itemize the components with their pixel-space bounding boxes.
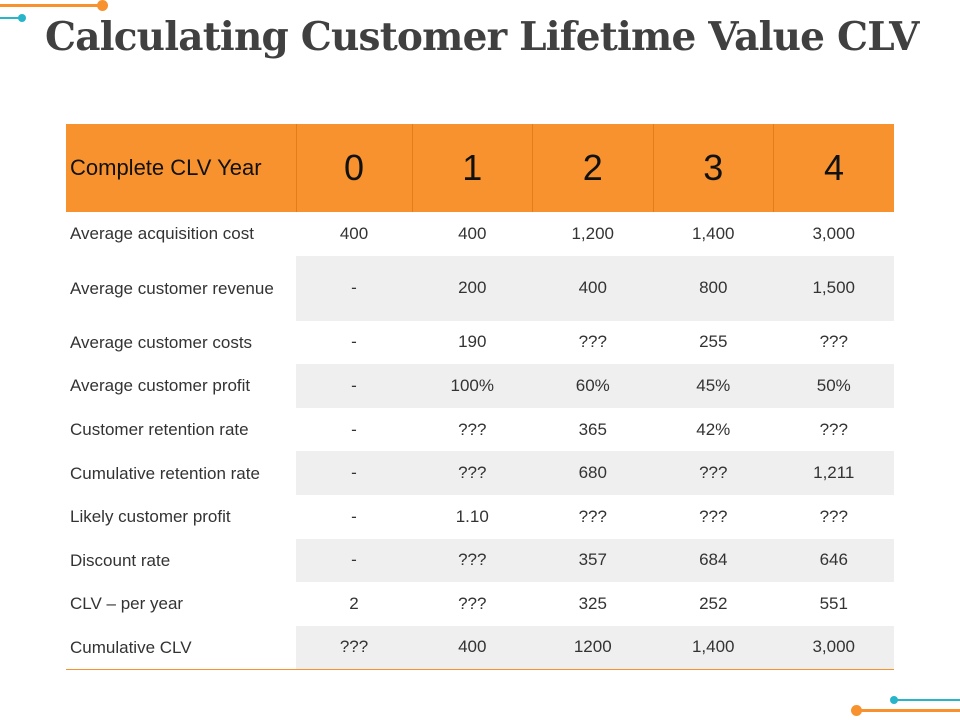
table-cell: ???: [819, 419, 848, 439]
table-cell: ???: [578, 332, 607, 352]
row-label: Cumulative retention rate: [70, 463, 260, 483]
table-row: Likely customer profit - 1.10?????????: [66, 495, 894, 539]
table-cell: ???: [458, 593, 487, 613]
table-cell: 1200: [532, 625, 653, 670]
table-cell: 252: [699, 593, 728, 613]
bottom-orange-dot: [851, 705, 862, 716]
top-orange-dot: [97, 0, 108, 11]
table-cell: 646: [773, 538, 894, 583]
top-teal-line: [0, 17, 20, 19]
table-cell: -: [296, 364, 412, 408]
year-header: 0: [295, 124, 412, 212]
row-label: Likely customer profit: [70, 507, 231, 527]
row-label: Cumulative CLV: [66, 625, 296, 670]
table-cell: ???: [412, 538, 533, 583]
clv-table: Complete CLV Year 0 1 2 3 4 Average acqu…: [66, 124, 894, 670]
table-cell: 1,211: [773, 451, 894, 495]
table-cell: 1,400: [691, 223, 735, 243]
top-teal-dot: [18, 14, 26, 22]
table-cell: 1,400: [653, 625, 774, 670]
table-cell: -: [351, 419, 357, 439]
header-label: Complete CLV Year: [66, 124, 296, 212]
table-cell: 50%: [773, 364, 894, 408]
table-row: Customer retention rate -??? 365 42%???: [66, 408, 894, 452]
table-cell: 3,000: [773, 625, 894, 670]
table-cell: 255: [699, 332, 728, 352]
table-cell: ???: [458, 419, 487, 439]
table-cell: 45%: [653, 364, 774, 408]
year-header: 4: [773, 124, 894, 212]
table-cell: ???: [412, 451, 533, 495]
row-label: Average customer costs: [70, 332, 253, 352]
table-cell: ???: [296, 625, 412, 670]
top-orange-line: [0, 4, 100, 7]
table-cell: 400: [532, 255, 653, 321]
table-cell: ???: [578, 506, 607, 526]
table-cell: 190: [458, 332, 487, 352]
table-cell: 365: [578, 419, 607, 439]
table-cell: -: [296, 451, 412, 495]
table-header-row: Complete CLV Year 0 1 2 3 4: [66, 124, 894, 212]
table-row: Average customer costs - 190??? 255???: [66, 321, 894, 365]
table-cell: 2: [349, 593, 359, 613]
table-row: Cumulative retention rate -??? 680??? 1,211: [66, 451, 894, 495]
row-label: Average acquisition cost: [70, 224, 254, 244]
row-label: Average customer revenue: [70, 278, 274, 298]
table-cell: ???: [819, 506, 848, 526]
table-cell: -: [296, 255, 412, 321]
table-cell: 42%: [696, 419, 731, 439]
table-cell: 551: [819, 593, 848, 613]
table-cell: 400: [458, 223, 487, 243]
table-cell: 60%: [532, 364, 653, 408]
table-row: Average acquisition cost 400 400 1,200 1,400…: [66, 212, 894, 256]
table-cell: 1.10: [455, 506, 489, 526]
table-cell: 400: [412, 625, 533, 670]
table-cell: 325: [578, 593, 607, 613]
bottom-teal-dot: [890, 696, 898, 704]
bottom-teal-line: [895, 699, 960, 701]
page-title: Calculating Customer Lifetime Value CLV: [45, 14, 919, 60]
table-cell: 400: [339, 223, 369, 243]
year-header: 1: [411, 124, 533, 212]
table-cell: 680: [532, 451, 653, 495]
table-cell: -: [351, 332, 357, 352]
year-header: 3: [652, 124, 774, 212]
table-body: Average acquisition cost 400 400 1,200 1,400…: [66, 212, 894, 670]
table-cell: 800: [653, 255, 774, 321]
table-cell: 357: [532, 538, 653, 583]
table-row: Average customer revenue -200 400 800 1,500: [66, 255, 894, 321]
table-cell: -: [296, 538, 412, 583]
row-label: Average customer profit: [70, 376, 251, 396]
table-row: Cumulative CLV??? 400 1200 1,400 3,000: [66, 625, 894, 670]
table-cell: 100%: [412, 364, 533, 408]
table-row: Average customer profit -100% 60% 45% 50%: [66, 364, 894, 408]
year-header: 2: [532, 124, 653, 212]
table-cell: -: [351, 506, 357, 526]
table-cell: 200: [412, 255, 533, 321]
table-row: CLV – per year 2??? 325 252 551: [66, 582, 894, 626]
bottom-orange-line: [860, 709, 960, 712]
table-cell: ???: [819, 332, 848, 352]
table-cell: ???: [699, 506, 728, 526]
table-cell: ???: [653, 451, 774, 495]
table-cell: 1,200: [571, 223, 615, 243]
row-label: Discount rate: [70, 550, 171, 570]
row-label: Customer retention rate: [70, 420, 249, 440]
table-cell: 684: [653, 538, 774, 583]
table-cell: 3,000: [812, 223, 856, 243]
row-label: CLV – per year: [70, 594, 184, 614]
table-cell: 1,500: [773, 255, 894, 321]
table-row: Discount rate -??? 357 684 646: [66, 538, 894, 583]
